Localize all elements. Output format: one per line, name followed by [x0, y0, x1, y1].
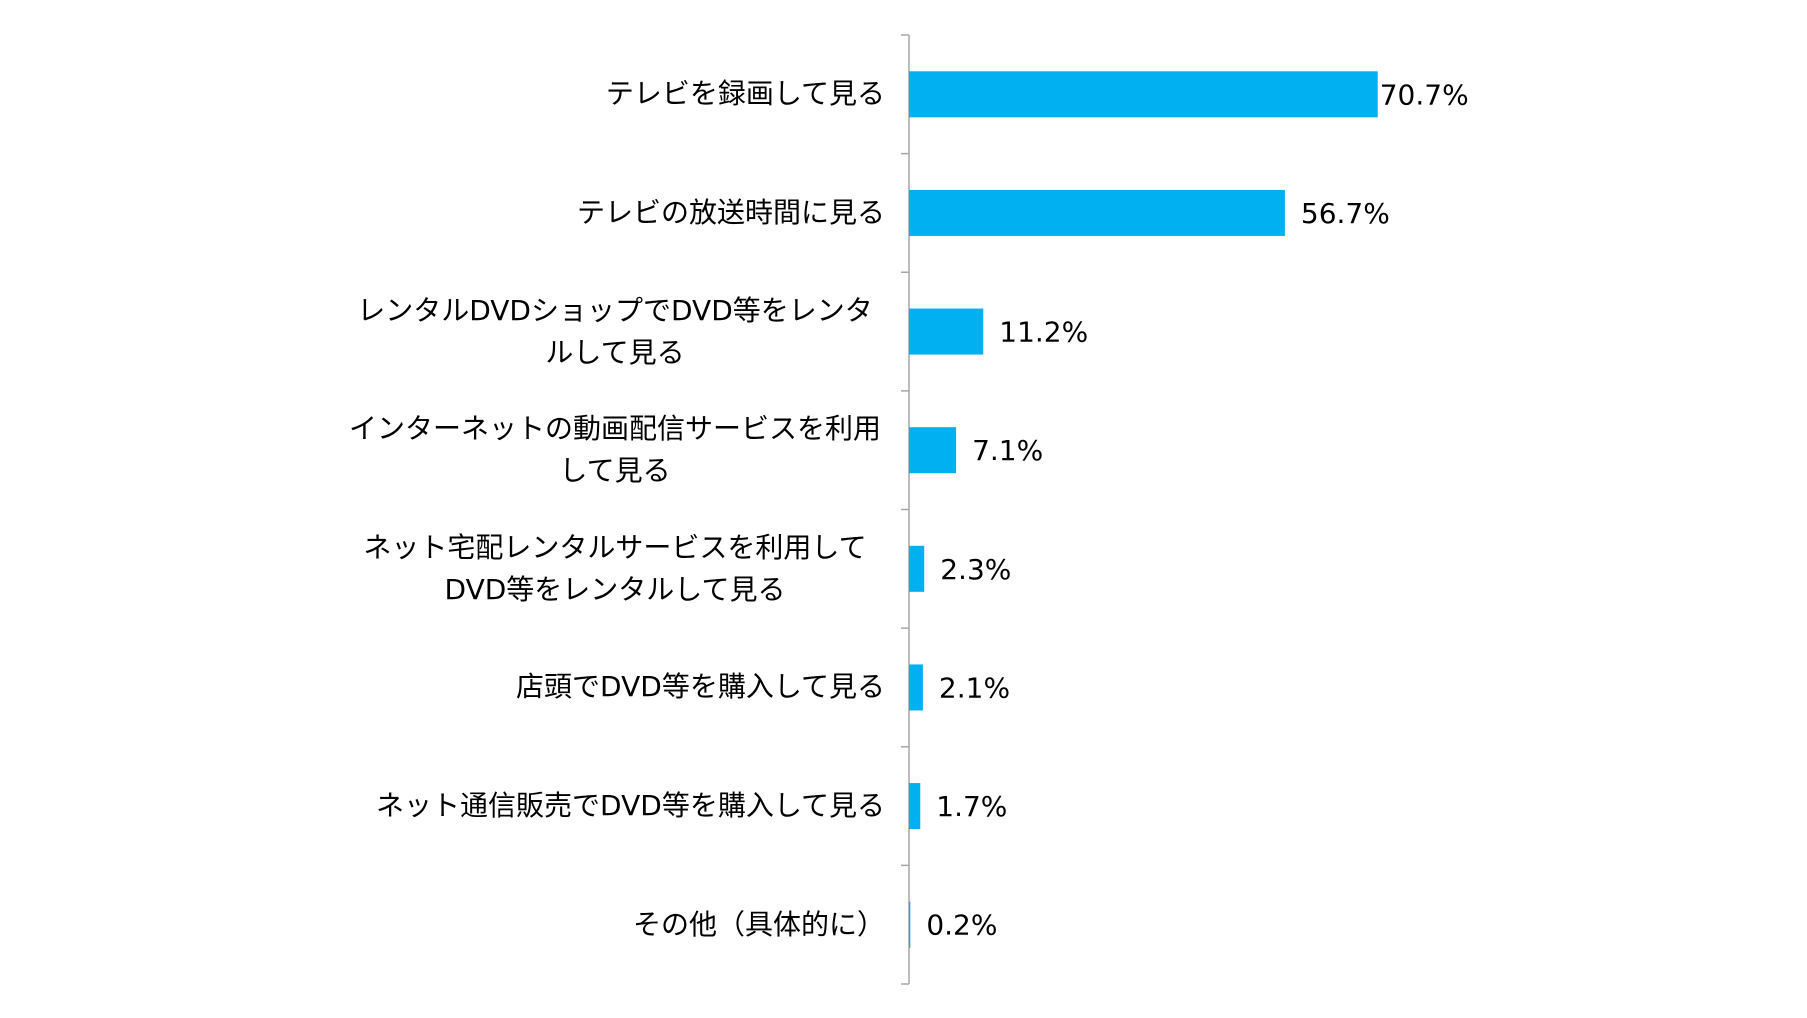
category-label-box: レンタルDVDショップでDVD等をレンタルして見る [345, 290, 885, 374]
category-label: 店頭でDVD等を購入して見る [516, 670, 885, 704]
category-label-box: テレビの放送時間に見る [345, 192, 885, 234]
category-label: ネット通信販売でDVD等を購入して見る [376, 789, 885, 823]
category-label-box: ネット宅配レンタルサービスを利用してDVD等をレンタルして見る [345, 527, 885, 611]
value-label: 0.2% [926, 909, 997, 942]
category-label-box: 店頭でDVD等を購入して見る [345, 666, 885, 708]
value-label: 7.1% [972, 434, 1043, 467]
value-label: 56.7% [1301, 197, 1390, 230]
category-label: テレビを録画して見る [605, 77, 885, 111]
bar [909, 664, 923, 711]
value-label: 1.7% [936, 790, 1007, 823]
category-label-box: インターネットの動画配信サービスを利用して見る [345, 408, 885, 492]
value-label: 2.3% [940, 553, 1011, 586]
bar [909, 308, 984, 355]
bar [909, 189, 1285, 236]
category-label-box: テレビを録画して見る [345, 73, 885, 115]
value-label: 11.2% [999, 316, 1088, 349]
bar [909, 783, 921, 830]
bar [909, 901, 911, 948]
category-label: レンタルDVDショップでDVD等をレンタルして見る [357, 293, 873, 369]
category-label: ネット宅配レンタルサービスを利用してDVD等をレンタルして見る [363, 530, 867, 606]
value-label: 70.7% [1380, 78, 1469, 111]
category-label-box: その他（具体的に） [345, 904, 885, 946]
category-label: インターネットの動画配信サービスを利用して見る [348, 412, 881, 488]
category-label: テレビの放送時間に見る [576, 195, 885, 229]
bar [909, 427, 957, 474]
value-label: 2.1% [939, 671, 1010, 704]
bar [909, 545, 925, 592]
category-label-box: ネット通信販売でDVD等を購入して見る [345, 785, 885, 827]
bar [909, 71, 1378, 118]
category-label: その他（具体的に） [632, 907, 885, 941]
